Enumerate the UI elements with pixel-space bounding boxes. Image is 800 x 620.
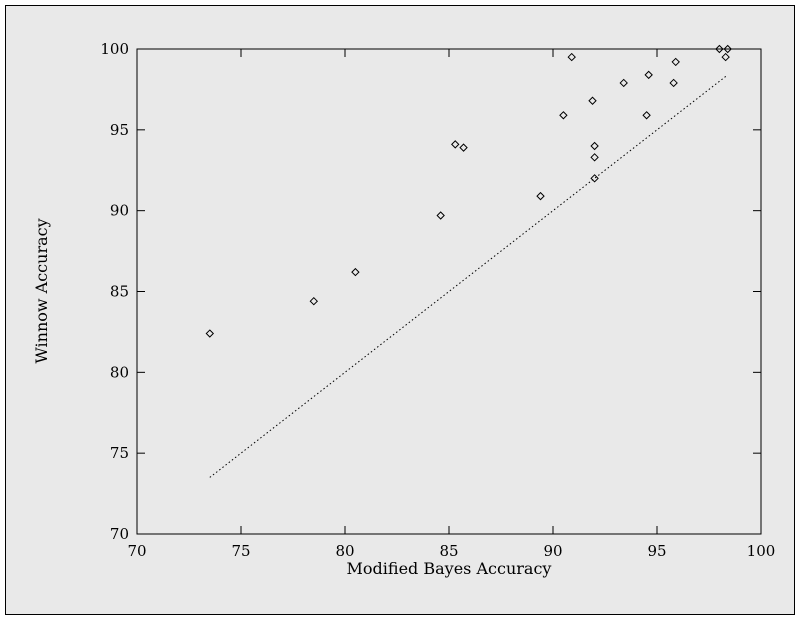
data-point (451, 140, 460, 149)
data-point (721, 52, 730, 62)
x-tick-label: 100 (747, 542, 776, 560)
x-tick-label: 75 (231, 542, 250, 560)
data-point (436, 211, 445, 220)
y-tick-label: 90 (110, 202, 129, 220)
data-point (559, 111, 568, 120)
data-point (309, 296, 319, 306)
x-tick-label: 85 (439, 542, 458, 560)
diagonal-reference-line (209, 74, 729, 478)
figure-frame (5, 5, 795, 615)
y-tick-label: 100 (100, 40, 129, 58)
data-point (619, 78, 628, 88)
x-tick-label: 70 (127, 542, 146, 560)
axis-ticks: 70 75 80 85 90 95 100 70 75 80 85 90 95 100 (100, 40, 775, 560)
data-point (723, 44, 732, 54)
data-points (205, 44, 732, 338)
data-point (590, 174, 599, 183)
y-tick-label: 85 (110, 283, 129, 301)
y-tick-label: 80 (110, 363, 129, 381)
data-point (642, 111, 651, 120)
y-tick-label: 95 (110, 121, 129, 139)
data-point (644, 70, 653, 80)
scatter-figure: 70 75 80 85 90 95 100 70 75 80 85 90 95 100 Modified … (5, 5, 795, 615)
reference-line-layer (209, 74, 729, 478)
data-point (536, 191, 545, 201)
data-point (671, 57, 680, 67)
data-point (669, 78, 678, 88)
data-point (590, 141, 599, 151)
x-axis-label: Modified Bayes Accuracy (347, 559, 552, 578)
y-tick-label: 70 (110, 525, 129, 543)
data-point (459, 143, 468, 152)
data-point (590, 153, 599, 162)
x-tick-label: 95 (647, 542, 666, 560)
y-axis-label: Winnow Accuracy (32, 218, 51, 363)
data-point (715, 44, 724, 54)
data-point (205, 329, 215, 338)
data-point (351, 267, 360, 277)
scatter-chart: 70 75 80 85 90 95 100 70 75 80 85 90 95 100 Modified … (5, 5, 795, 615)
x-tick-label: 90 (543, 542, 562, 560)
data-point (567, 52, 576, 62)
data-point (588, 96, 597, 105)
x-tick-label: 80 (335, 542, 354, 560)
y-tick-label: 75 (110, 444, 129, 462)
